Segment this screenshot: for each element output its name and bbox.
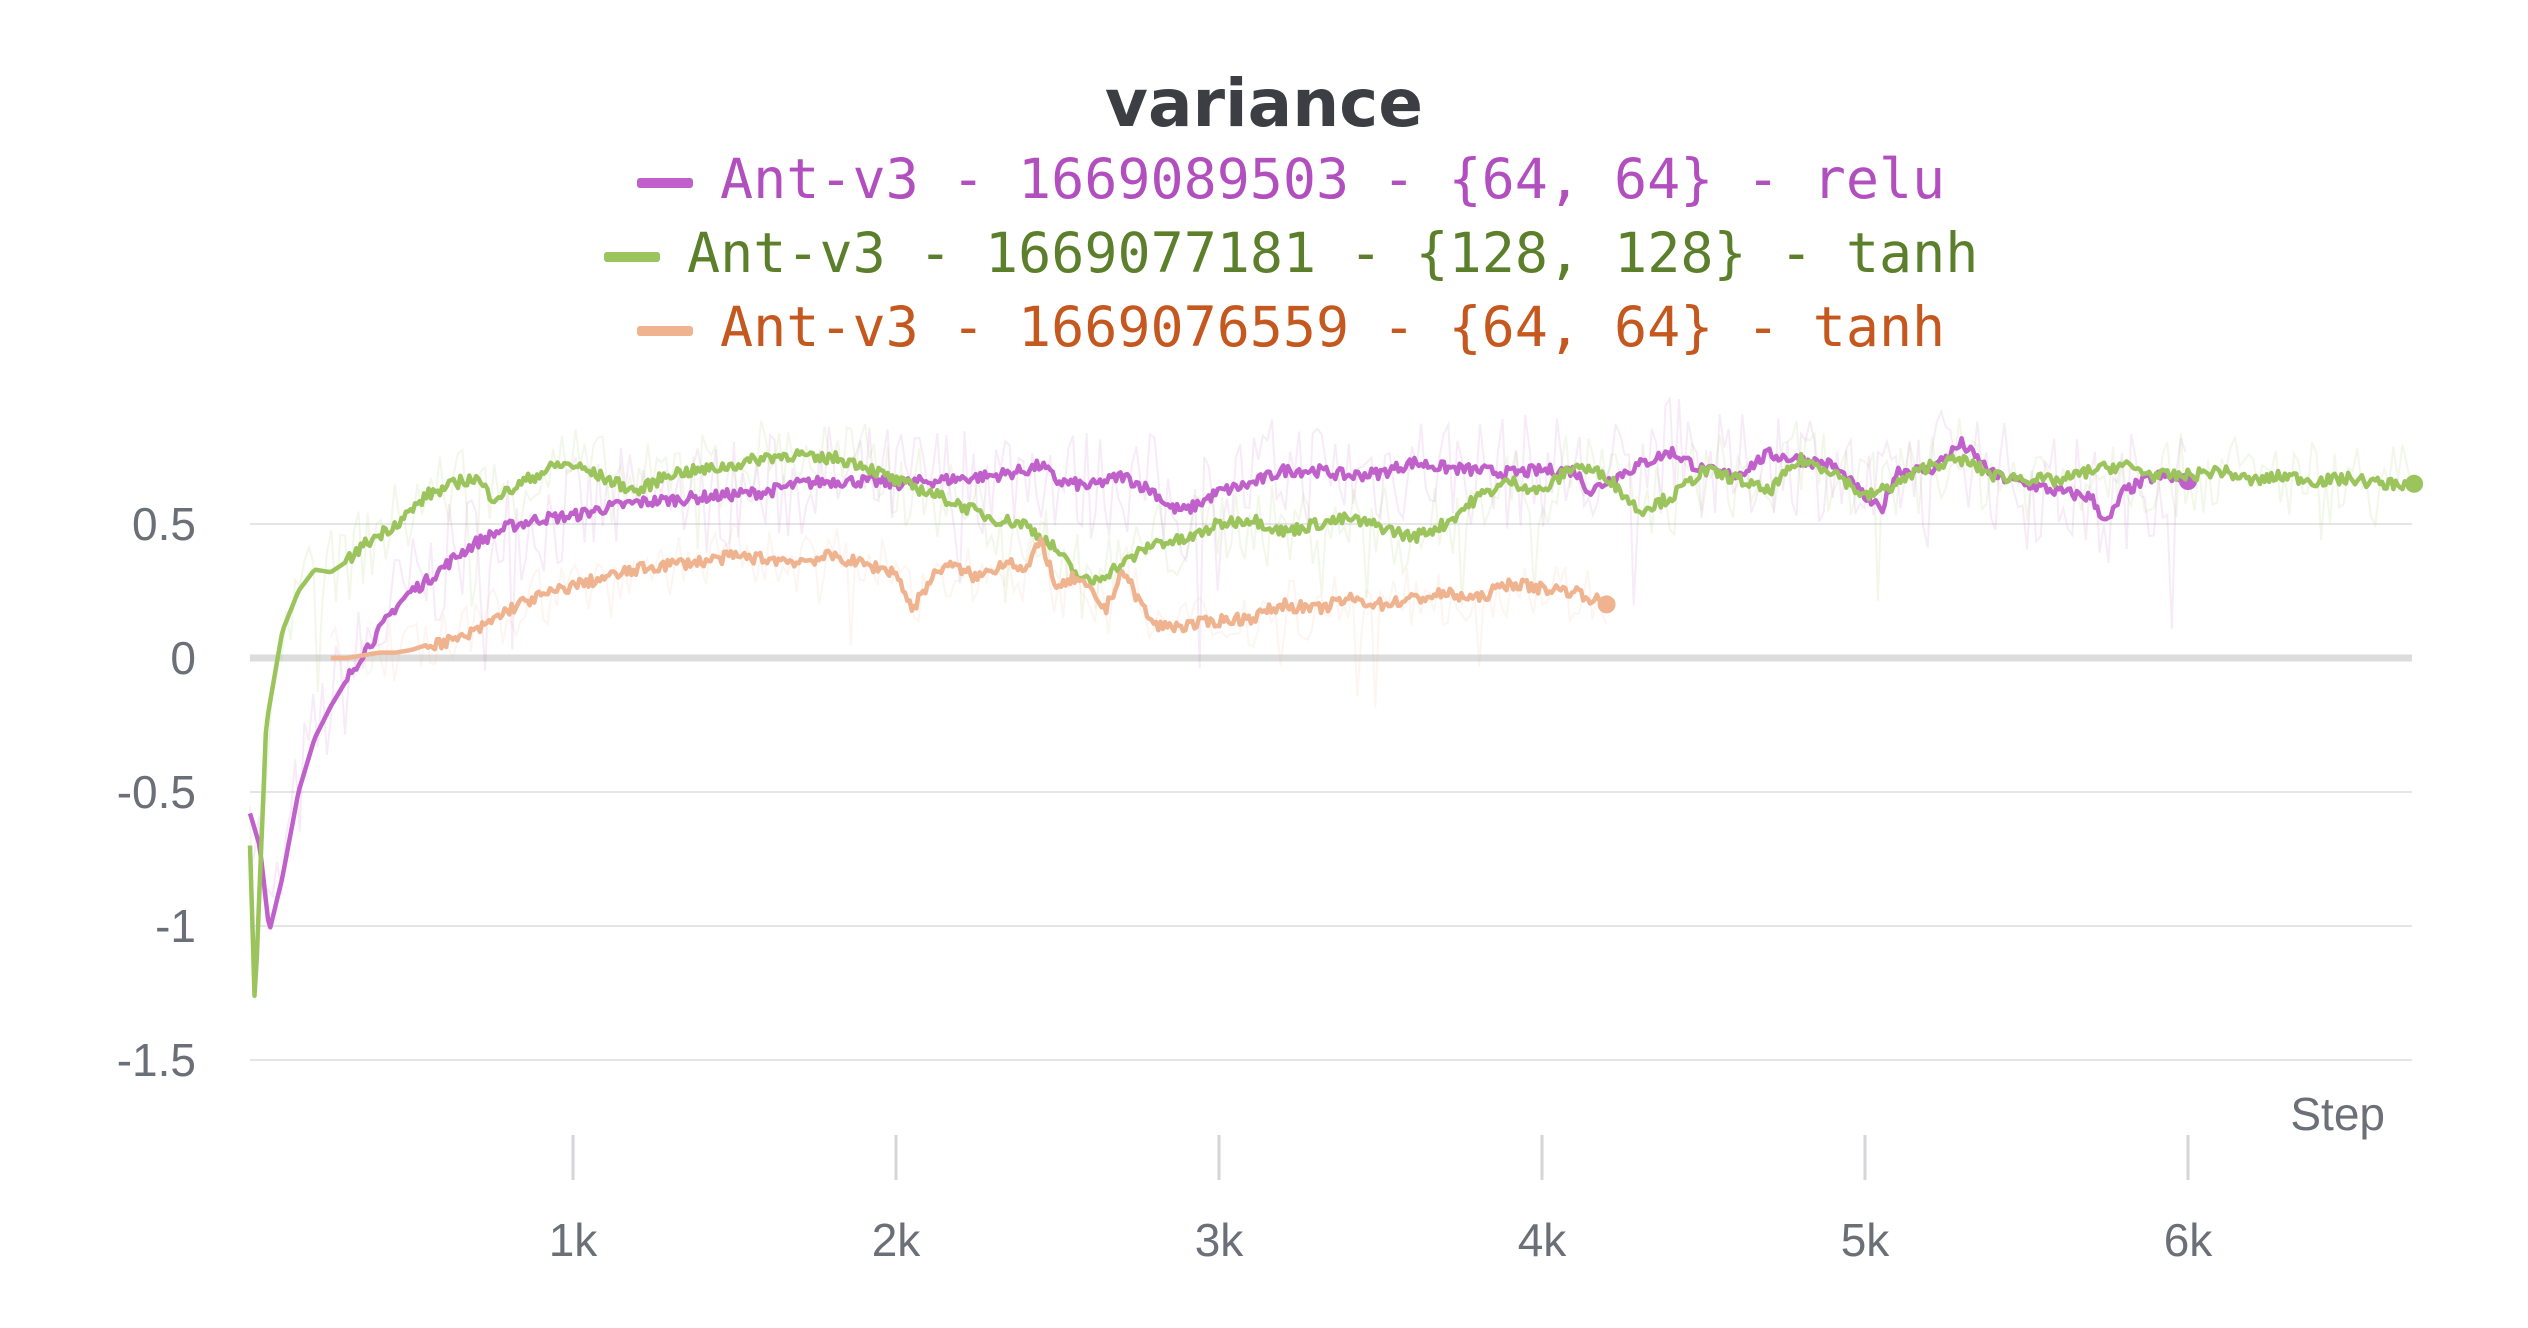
raw-series-traces <box>249 395 2413 1001</box>
gridlines <box>250 523 2412 1061</box>
legend-item-tanh-128[interactable]: Ant-v3 - 1669077181 - {128, 128} - tanh <box>604 221 1978 285</box>
series-line-tanh-128 <box>247 448 2417 998</box>
x-tick-label: 5k <box>1841 1214 1891 1266</box>
x-tick-label: 4k <box>1518 1214 1568 1266</box>
legend-item-relu-64[interactable]: Ant-v3 - 1669089503 - {64, 64} - relu <box>637 147 1945 211</box>
series-lines <box>247 436 2424 998</box>
y-tick-label: -1 <box>155 900 196 952</box>
x-tick-label: 3k <box>1195 1214 1245 1266</box>
series-end-point-tanh-64 <box>1597 595 1616 614</box>
x-tick-label: 6k <box>2164 1214 2214 1266</box>
raw-trace-tanh-64 <box>329 519 1607 708</box>
raw-trace-tanh-128 <box>249 417 2413 1001</box>
y-tick-label: -1.5 <box>117 1034 196 1086</box>
legend-label: Ant-v3 - 1669077181 - {128, 128} - tanh <box>687 221 1978 285</box>
y-tick-label: -0.5 <box>117 766 196 818</box>
x-axis-ticks: 1k 2k 3k 4k 5k 6k <box>549 1135 2214 1266</box>
y-axis-ticks: 0.5 0 -0.5 -1 -1.5 <box>117 498 196 1086</box>
x-tick-label: 1k <box>549 1214 599 1266</box>
series-line-relu-64 <box>247 436 2190 930</box>
legend-swatch <box>637 326 693 336</box>
series-end-point-tanh-128 <box>2405 474 2424 493</box>
x-tick-label: 2k <box>872 1214 922 1266</box>
legend-item-tanh-64[interactable]: Ant-v3 - 1669076559 - {64, 64} - tanh <box>637 295 1945 359</box>
y-tick-label: 0.5 <box>132 498 196 550</box>
legend-label: Ant-v3 - 1669089503 - {64, 64} - relu <box>720 147 1945 211</box>
series-line-tanh-64 <box>330 536 1609 661</box>
legend-swatch <box>637 178 693 188</box>
x-axis-label: Step <box>2290 1088 2385 1140</box>
y-tick-label: 0 <box>170 632 196 684</box>
legend-label: Ant-v3 - 1669076559 - {64, 64} - tanh <box>720 295 1945 359</box>
legend[interactable]: Ant-v3 - 1669089503 - {64, 64} - relu Ant… <box>604 147 1978 359</box>
chart-title: variance <box>1105 65 1423 142</box>
legend-swatch <box>604 252 660 262</box>
